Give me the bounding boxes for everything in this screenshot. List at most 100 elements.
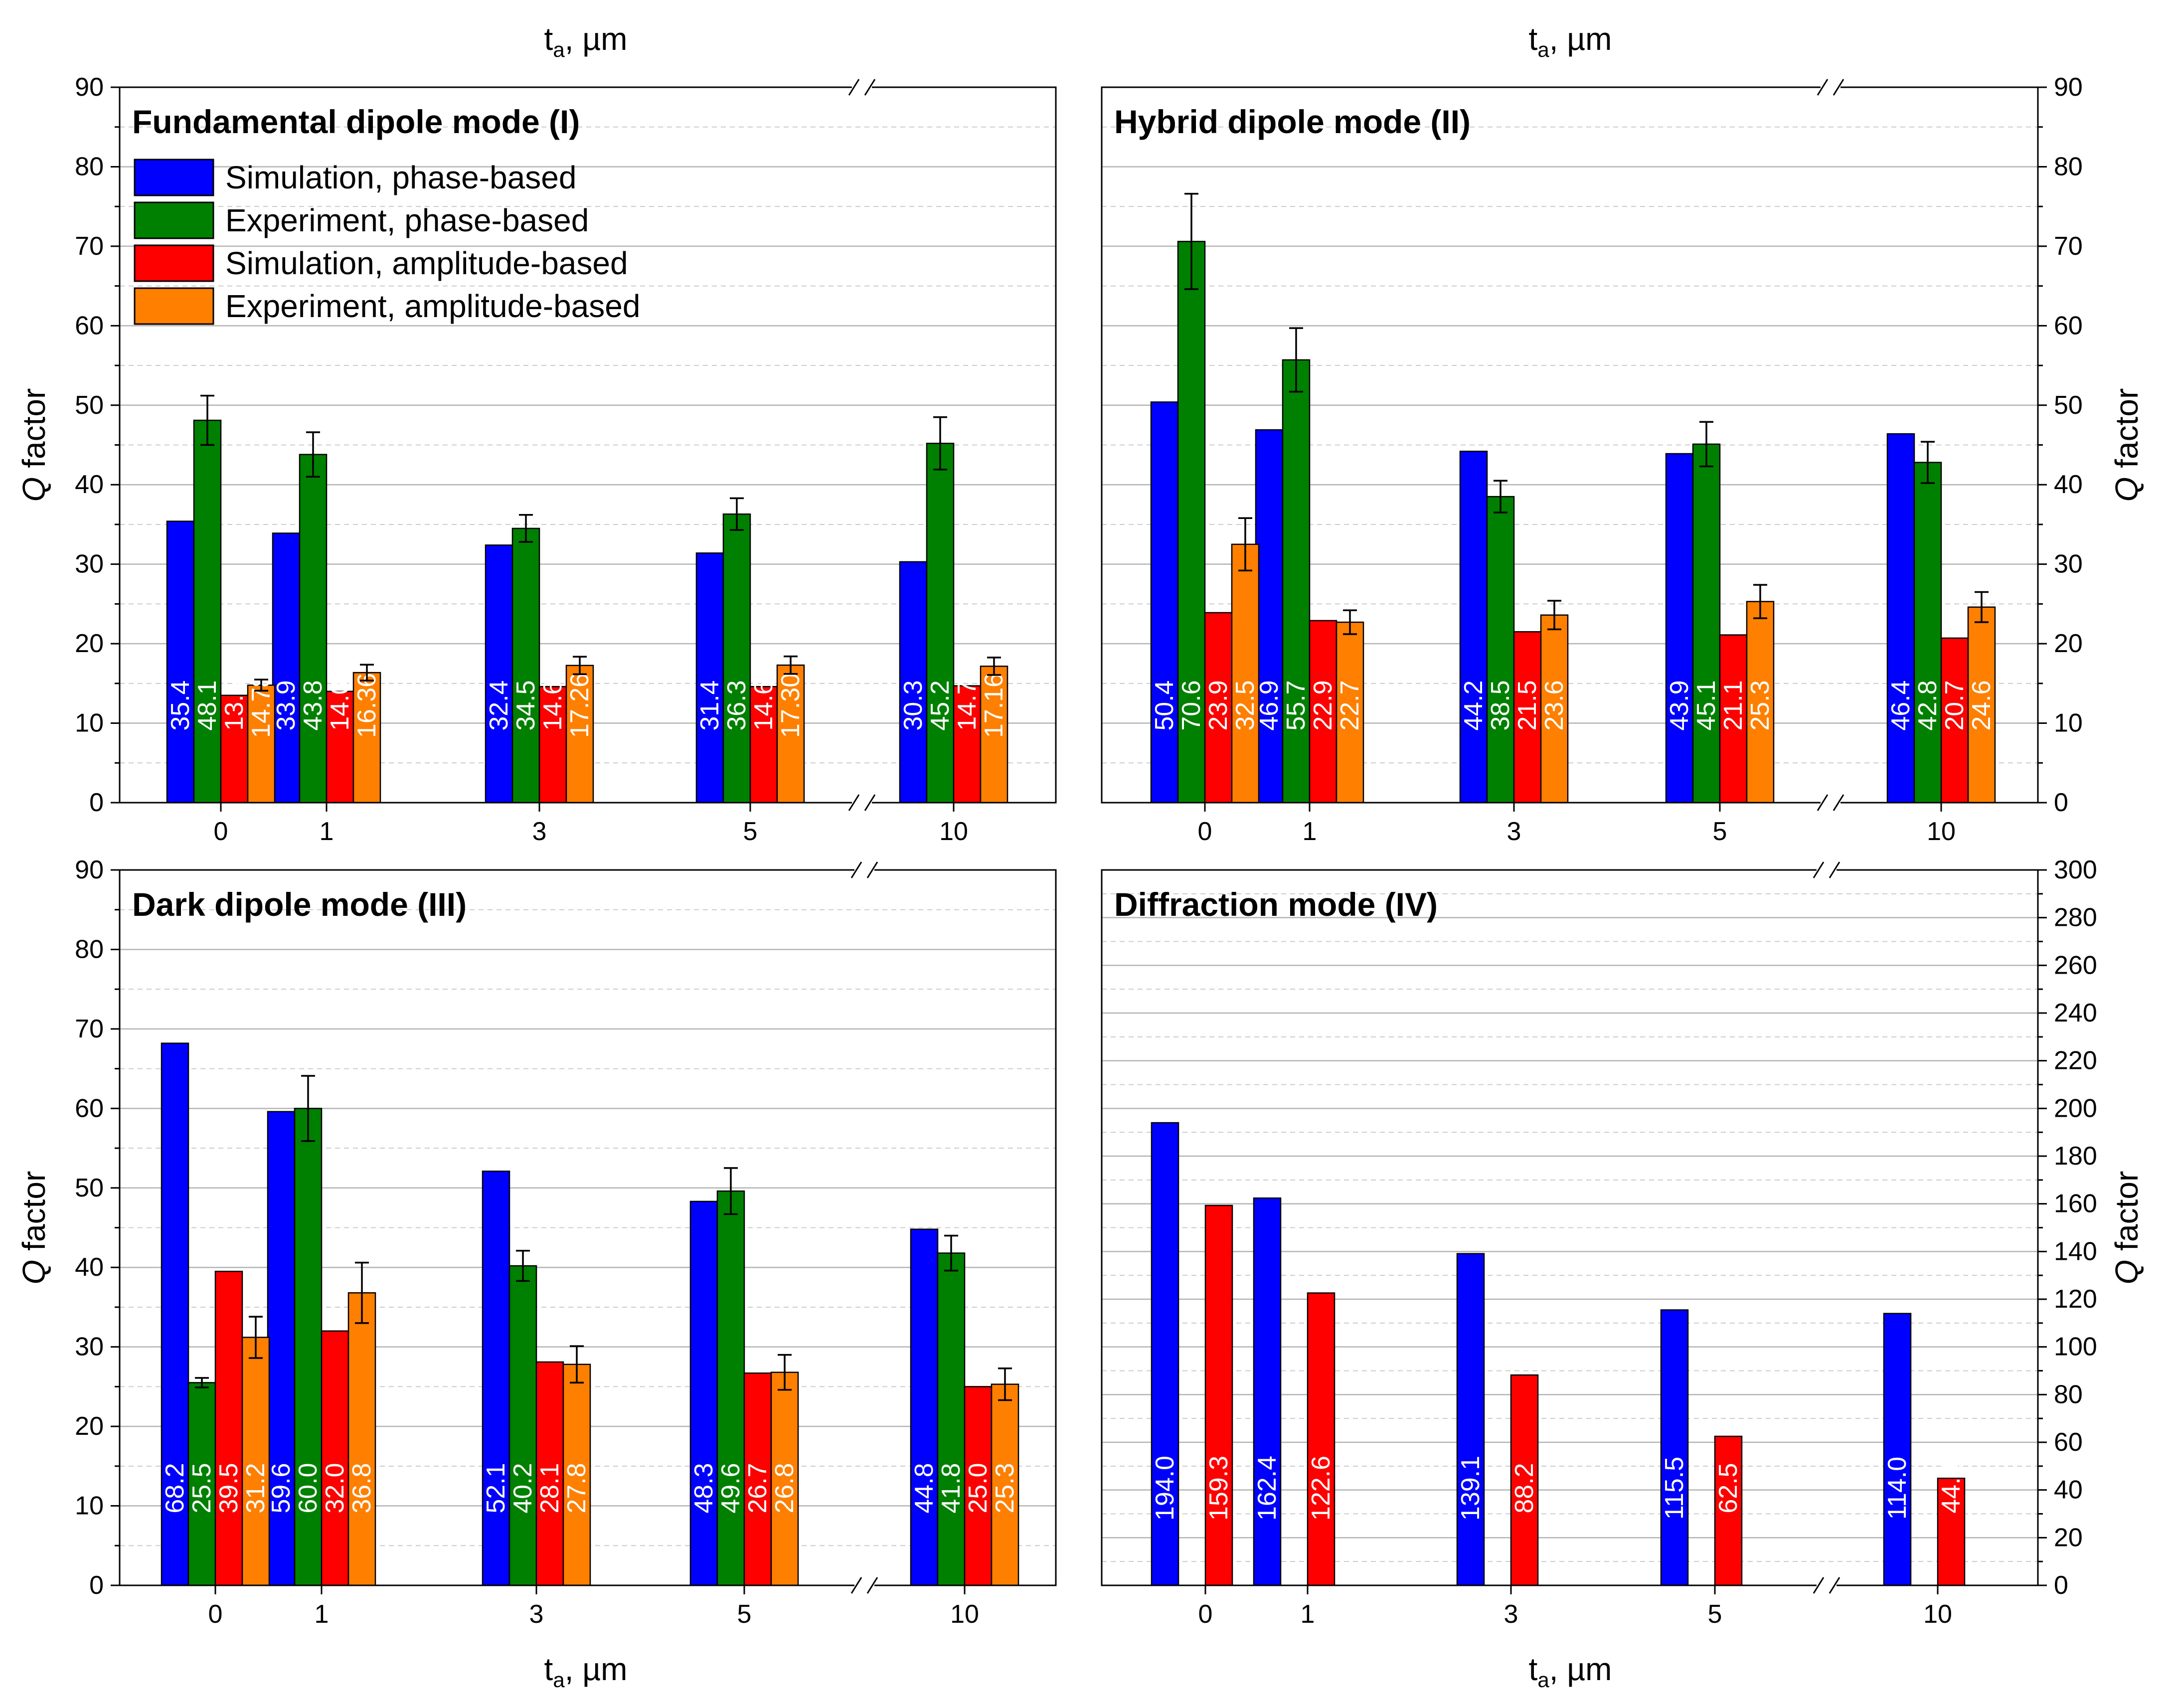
bar bbox=[1665, 453, 1694, 804]
axis-break-mark bbox=[864, 79, 876, 96]
bar bbox=[1204, 612, 1233, 804]
x-tick-label: 5 bbox=[1713, 817, 1727, 846]
data-label: 39.5 bbox=[214, 1463, 243, 1513]
data-label: 16.36 bbox=[352, 673, 381, 738]
data-label: 68.2 bbox=[161, 1463, 189, 1513]
data-label: 42.8 bbox=[1913, 680, 1942, 730]
data-label: 44.8 bbox=[910, 1463, 939, 1513]
bar bbox=[991, 1383, 1019, 1586]
legend-label: Experiment, phase-based bbox=[225, 202, 589, 238]
data-label: 14.7 bbox=[953, 680, 982, 730]
bar bbox=[689, 1200, 718, 1586]
axis-break-gap bbox=[1821, 800, 1840, 806]
y-axis-label-rest: factor bbox=[2109, 388, 2145, 477]
y-axis-label: Q factor bbox=[2109, 1171, 2145, 1285]
bar bbox=[716, 1190, 745, 1586]
axis-break-gap bbox=[1821, 84, 1840, 90]
data-label: 45.2 bbox=[926, 680, 955, 730]
data-label: 46.9 bbox=[1255, 680, 1284, 730]
data-label: 44.9 bbox=[1937, 1463, 1966, 1513]
data-label: 21.1 bbox=[1719, 680, 1748, 730]
x-tick-label: 1 bbox=[1303, 817, 1317, 846]
x-tick-label: 3 bbox=[1507, 817, 1521, 846]
axis-break-gap bbox=[854, 867, 874, 873]
bar bbox=[485, 544, 513, 804]
data-label: 14.6 bbox=[538, 680, 567, 730]
legend-label: Simulation, amplitude-based bbox=[225, 245, 628, 281]
data-label: 32.4 bbox=[485, 680, 513, 730]
bar bbox=[1177, 241, 1206, 804]
legend: Simulation, phase-based Experiment, phase… bbox=[134, 159, 640, 325]
y-tick-label: 200 bbox=[2054, 1094, 2097, 1123]
y-tick-label: 220 bbox=[2054, 1046, 2097, 1075]
x-tick-label: 1 bbox=[1301, 1600, 1315, 1629]
x-tick-label: 0 bbox=[214, 817, 228, 846]
y-tick-label: 0 bbox=[89, 1571, 104, 1600]
data-label: 36.8 bbox=[347, 1463, 376, 1513]
panel-title: Hybrid dipole mode (II) bbox=[1114, 103, 1471, 140]
legend-label: Experiment, amplitude-based bbox=[225, 288, 640, 324]
x-axis-label: ta, µm bbox=[544, 1651, 628, 1692]
data-label: 60.0 bbox=[294, 1463, 323, 1513]
data-label: 35.4 bbox=[166, 680, 195, 730]
bar bbox=[538, 685, 567, 804]
bar bbox=[166, 520, 195, 804]
x-tick-label: 10 bbox=[1927, 817, 1956, 846]
axis-break-mark bbox=[848, 79, 860, 96]
y-tick-label: 30 bbox=[75, 1333, 104, 1362]
data-label: 26.7 bbox=[743, 1463, 772, 1513]
axis-break-gap bbox=[854, 1582, 874, 1588]
bar bbox=[1886, 433, 1915, 804]
bar bbox=[247, 684, 276, 804]
x-axis-label-unit: , µm bbox=[1549, 1651, 1612, 1687]
data-label: 17.26 bbox=[565, 673, 594, 738]
data-label: 46.4 bbox=[1886, 680, 1915, 730]
bar bbox=[326, 690, 354, 804]
bar bbox=[926, 443, 955, 804]
y-tick-label: 80 bbox=[75, 935, 104, 964]
y-tick-label: 10 bbox=[2054, 709, 2083, 738]
x-tick-label: 0 bbox=[1198, 1600, 1213, 1629]
chart-panel-3: 68.2 59.6 52.1 48.3 44.8 25.5 60.0 40.2 49.6 41.8… bbox=[16, 855, 1057, 1629]
y-tick-label: 60 bbox=[75, 311, 104, 340]
x-tick-label: 10 bbox=[1923, 1600, 1952, 1629]
axis-break-mark bbox=[1829, 861, 1840, 878]
data-label: 41.8 bbox=[937, 1463, 966, 1513]
axis-break-gap bbox=[1817, 1582, 1836, 1588]
data-label: 21.5 bbox=[1513, 680, 1542, 730]
chart-panel-4: 194.0 162.4 139.1 115.5 114.0 159.3 122.6 88.2 6… bbox=[1101, 855, 2145, 1629]
x-axis-label-t: t bbox=[544, 21, 553, 57]
bar bbox=[267, 1111, 296, 1586]
x-tick-label: 0 bbox=[208, 1600, 223, 1629]
axis-break-mark bbox=[1833, 794, 1844, 811]
axis-break-mark bbox=[1817, 794, 1829, 811]
y-tick-label: 20 bbox=[75, 629, 104, 658]
bar bbox=[1940, 637, 1969, 804]
axis-break-mark bbox=[1813, 861, 1825, 878]
y-tick-label: 90 bbox=[75, 73, 104, 102]
legend-label: Simulation, phase-based bbox=[225, 160, 576, 195]
y-tick-label: 0 bbox=[89, 788, 104, 817]
x-axis-label-sub: a bbox=[1537, 1668, 1549, 1692]
data-label: 27.8 bbox=[562, 1463, 591, 1513]
data-label: 40.2 bbox=[508, 1463, 537, 1513]
y-tick-label: 50 bbox=[75, 391, 104, 420]
data-label: 139.1 bbox=[1456, 1456, 1485, 1521]
y-tick-label: 60 bbox=[2054, 1428, 2083, 1457]
axis-break-mark bbox=[864, 794, 876, 811]
axis-break-mark bbox=[848, 794, 860, 811]
panel-title: Dark dipole mode (III) bbox=[132, 886, 467, 923]
data-label: 33.9 bbox=[272, 680, 301, 730]
axis-break-mark bbox=[866, 1577, 878, 1594]
data-label: 45.1 bbox=[1692, 680, 1721, 730]
data-label: 48.3 bbox=[689, 1463, 718, 1513]
data-label: 22.9 bbox=[1309, 680, 1337, 730]
y-tick-label: 30 bbox=[75, 550, 104, 579]
y-tick-label: 40 bbox=[2054, 470, 2083, 499]
y-tick-label: 70 bbox=[2054, 232, 2083, 261]
x-tick-label: 5 bbox=[737, 1600, 752, 1629]
data-label: 14.0 bbox=[326, 680, 354, 730]
data-label: 162.4 bbox=[1253, 1456, 1282, 1521]
bar bbox=[1282, 359, 1311, 804]
